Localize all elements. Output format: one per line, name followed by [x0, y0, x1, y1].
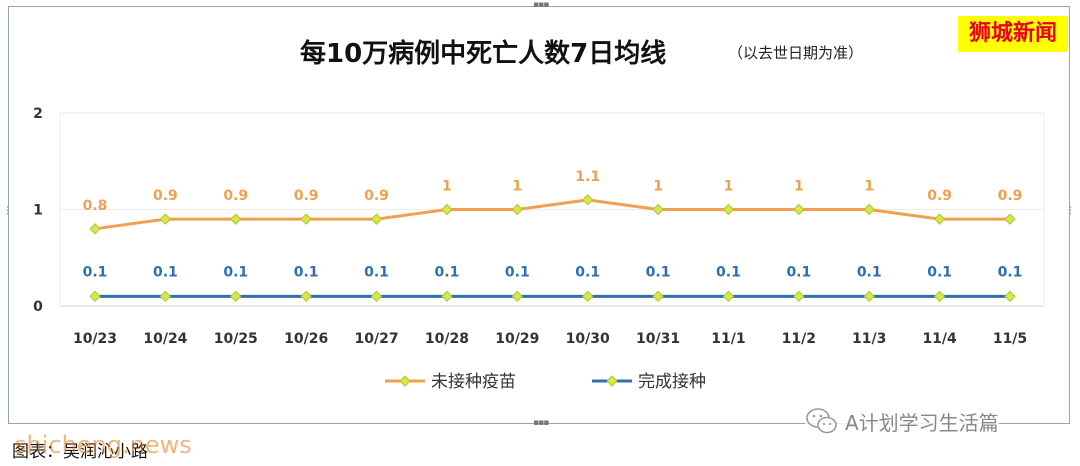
x-tick-label: 10/24 [143, 331, 187, 347]
data-label: 0.1 [716, 264, 741, 280]
data-label: 0.1 [786, 264, 811, 280]
data-point [1004, 290, 1016, 303]
chart-frame [8, 6, 1070, 424]
x-tick-label: 10/26 [284, 331, 328, 347]
wechat-account-name: A计划学习生活篇 [845, 410, 999, 435]
x-tick-label: 10/29 [495, 331, 539, 347]
data-point [511, 290, 524, 303]
data-point [159, 213, 172, 225]
data-point [89, 290, 101, 303]
data-label: 0.1 [435, 264, 460, 280]
data-point [159, 290, 172, 303]
data-point [652, 203, 664, 216]
data-point [722, 290, 735, 303]
data-label: 0.1 [998, 264, 1023, 280]
chart-title: 每10万病例中死亡人数7日均线 [300, 39, 667, 69]
chart-subtitle: （以去世日期为准） [728, 44, 864, 62]
data-point [370, 290, 383, 303]
x-tick-label: 10/25 [214, 331, 258, 347]
x-tick-label: 11/1 [711, 331, 745, 347]
data-point [300, 213, 312, 225]
x-tick-label: 11/2 [782, 331, 816, 347]
legend-label: 完成接种 [638, 372, 706, 392]
data-label: 0.1 [857, 264, 882, 280]
resize-handle-left[interactable]: ⋮ [3, 206, 12, 216]
data-label: 0.9 [294, 188, 319, 204]
x-tick-label: 10/30 [566, 331, 610, 347]
data-point [863, 203, 875, 216]
data-point [300, 290, 312, 303]
data-point [793, 203, 805, 216]
resize-handle-bottom[interactable]: ▪▪▪ [533, 418, 549, 428]
y-tick-label: 2 [33, 106, 43, 122]
data-label: 1 [724, 179, 734, 195]
data-point [230, 213, 242, 225]
data-label: 0.8 [83, 198, 108, 214]
data-label: 1 [864, 179, 874, 195]
x-tick-label: 11/5 [993, 331, 1027, 347]
data-label: 0.9 [998, 188, 1023, 204]
data-point [933, 213, 946, 225]
data-label: 0.1 [505, 264, 530, 280]
data-point [89, 223, 101, 235]
data-label: 1.1 [575, 169, 600, 185]
data-label: 0.9 [927, 188, 952, 204]
x-tick-label: 10/27 [354, 331, 398, 347]
data-label: 0.1 [83, 264, 108, 280]
data-point [863, 290, 875, 303]
data-label: 0.9 [153, 188, 178, 204]
data-label: 0.9 [364, 188, 389, 204]
data-point [370, 213, 383, 225]
data-point [441, 290, 453, 303]
legend-marker [399, 375, 411, 387]
data-point [581, 290, 594, 303]
data-point [722, 203, 735, 216]
wechat-account: A计划学习生活篇 [805, 404, 999, 438]
x-tick-label: 10/31 [636, 331, 680, 347]
data-label: 0.1 [646, 264, 671, 280]
data-label: 0.1 [223, 264, 248, 280]
data-label: 0.1 [927, 264, 952, 280]
data-label: 0.1 [575, 264, 600, 280]
series-line [94, 198, 1010, 231]
resize-handle-right[interactable]: ⋮ [1066, 206, 1075, 216]
data-label: 1 [653, 179, 663, 195]
data-point [581, 194, 594, 206]
brand-logo: 狮城新闻 [958, 16, 1068, 52]
data-point [230, 290, 242, 303]
legend-marker [606, 375, 618, 387]
watermark: shicheng.news [14, 431, 192, 459]
legend-label: 未接种疫苗 [431, 372, 516, 392]
data-label: 1 [442, 179, 452, 195]
data-point [511, 203, 524, 216]
data-point [933, 290, 946, 303]
y-tick-label: 1 [33, 203, 43, 219]
data-point [652, 290, 664, 303]
resize-handle-top[interactable]: ▪▪▪ [533, 0, 549, 10]
data-label: 0.9 [223, 188, 248, 204]
data-point [441, 203, 453, 216]
data-point [1004, 213, 1016, 225]
x-tick-label: 10/28 [425, 331, 469, 347]
data-label: 1 [512, 179, 522, 195]
x-tick-label: 11/4 [922, 331, 957, 347]
x-tick-label: 11/3 [852, 331, 886, 347]
data-label: 0.1 [294, 264, 319, 280]
data-label: 0.1 [364, 264, 389, 280]
x-tick-label: 10/23 [73, 331, 117, 347]
data-label: 0.1 [153, 264, 178, 280]
wechat-icon [806, 408, 837, 434]
data-point [793, 290, 805, 303]
image-caption: 图表：吴润沁小路 [12, 442, 148, 462]
data-label: 1 [794, 179, 804, 195]
y-tick-label: 0 [33, 299, 43, 315]
